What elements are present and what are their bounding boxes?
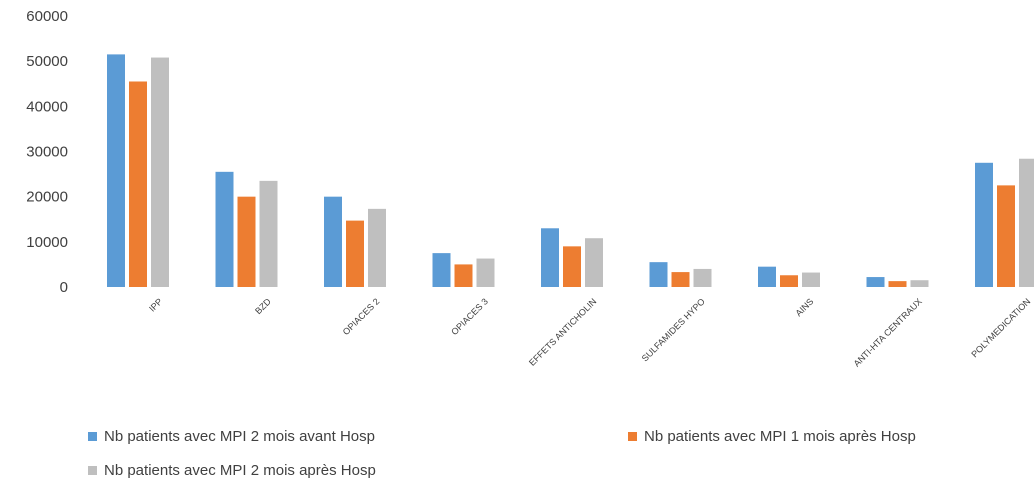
bar-polymedication-series-0 [975,162,993,287]
bar-opiaces-3-series-1 [454,264,473,287]
y-tick-label: 0 [60,279,68,296]
bar-opiaces-2-series-1 [346,220,364,287]
x-category-label: ANTI-HTA CENTRAUX [852,296,924,368]
x-category-label: POLYMEDICATION [969,296,1032,359]
bar-opiaces-3-series-2 [476,258,495,287]
bar-bzd-series-1 [237,196,256,287]
bar-anti-hta-centraux-series-1 [888,281,907,287]
y-tick-label: 10000 [26,234,68,251]
bar-sulfamides-hypo-series-0 [649,262,668,287]
bar-anti-hta-centraux-series-0 [866,277,885,287]
bar-ains-series-0 [758,266,776,287]
y-tick-label: 40000 [26,98,68,115]
bar-effets-anticholin-series-1 [563,246,581,287]
bar-sulfamides-hypo-series-1 [671,272,690,287]
bars-layer [107,54,1034,288]
bar-bzd-series-2 [259,180,278,287]
bar-ipp-series-1 [129,81,147,287]
bar-opiaces-2-series-0 [324,196,342,287]
bar-anti-hta-centraux-series-2 [910,280,929,287]
bar-ains-series-1 [780,275,798,287]
x-category-label: OPIACES 3 [449,296,490,337]
bar-polymedication-series-2 [1019,158,1034,287]
bar-sulfamides-hypo-series-2 [693,268,712,287]
x-category-label: AINS [793,296,815,318]
bar-bzd-series-0 [215,171,234,287]
bar-ipp-series-2 [151,57,169,288]
x-category-label: BZD [253,296,273,316]
bar-polymedication-series-1 [997,185,1015,287]
y-tick-label: 20000 [26,189,68,206]
y-tick-label: 50000 [26,53,68,70]
bar-opiaces-3-series-0 [432,253,451,287]
x-category-label: OPIACES 2 [341,296,382,337]
bar-effets-anticholin-series-0 [541,228,559,287]
x-category-label: IPP [147,296,164,313]
y-tick-label: 60000 [26,8,68,25]
bar-effets-anticholin-series-2 [585,238,603,287]
y-axis: 0 10000 20000 30000 40000 50000 60000 [26,8,68,296]
y-tick-label: 30000 [26,144,68,161]
bar-ipp-series-0 [107,54,125,288]
x-axis-labels: IPP BZD OPIACES 2 OPIACES 3 EFFETS ANTICHOLI… [147,296,1032,369]
bar-ains-series-2 [802,272,820,287]
x-category-label: EFFETS ANTICHOLIN [527,296,598,367]
x-category-label: SULFAMIDES HYPO [640,296,707,363]
bar-opiaces-2-series-2 [368,208,386,287]
